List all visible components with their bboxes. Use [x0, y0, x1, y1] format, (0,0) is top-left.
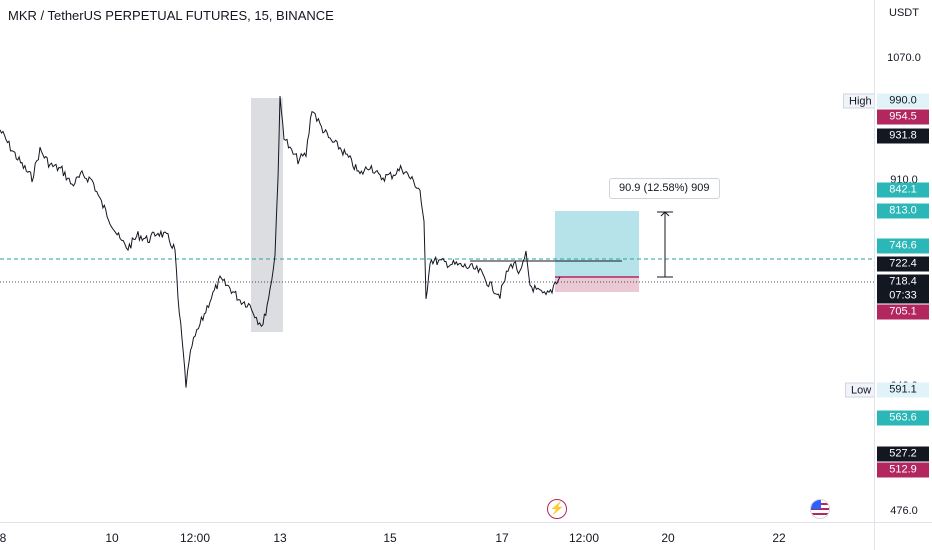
currency-label: USDT: [889, 7, 919, 19]
price-label-705: 705.1: [877, 304, 929, 320]
price-series-line: [0, 95, 561, 388]
chart-title: MKR / TetherUS PERPETUAL FUTURES, 15, BI…: [8, 8, 334, 23]
time-label: 22: [772, 531, 786, 545]
time-label: 10: [105, 531, 119, 545]
scale-corner: [874, 522, 932, 550]
price-label-722: 722.4: [877, 256, 929, 272]
time-label: 13: [273, 531, 287, 545]
price-label-931: 931.8: [877, 128, 929, 144]
countdown-label: 07:33: [877, 288, 929, 304]
time-label: 12:00: [179, 531, 211, 545]
price-label-563: 563.6: [877, 410, 929, 426]
price-label-813: 813.0: [877, 203, 929, 219]
measure-label[interactable]: 90.9 (12.58%) 909: [609, 178, 720, 199]
time-scale[interactable]: 8 10 12:00 13 15 17 12:00 20 22: [0, 522, 874, 550]
long-position-stop-zone[interactable]: [555, 277, 639, 292]
price-label-high: 990.0: [877, 93, 929, 109]
lightning-icon[interactable]: ⚡: [547, 499, 567, 519]
price-tick: 476.0: [890, 505, 918, 517]
price-label-954: 954.5: [877, 109, 929, 125]
price-tick: 1070.0: [887, 52, 921, 64]
highlight-range-box[interactable]: [251, 98, 283, 332]
us-flag-icon[interactable]: [810, 499, 830, 519]
long-position-target-zone[interactable]: [555, 211, 639, 277]
chart-pane[interactable]: MKR / TetherUS PERPETUAL FUTURES, 15, BI…: [0, 0, 878, 522]
price-label-512: 512.9: [877, 462, 929, 478]
time-label: 20: [661, 531, 675, 545]
time-label: 17: [495, 531, 509, 545]
price-label-842: 842.1: [877, 182, 929, 198]
low-tag: Low: [845, 382, 878, 398]
price-label-low: 591.1: [877, 382, 929, 398]
time-label: 15: [383, 531, 397, 545]
price-chart[interactable]: [0, 0, 874, 522]
price-label-746: 746.6: [877, 238, 929, 254]
measure-arrow[interactable]: [657, 211, 673, 278]
high-tag: High: [843, 93, 878, 109]
time-label: 12:00: [568, 531, 600, 545]
price-label-718: 718.4: [877, 274, 929, 290]
price-label-527: 527.2: [877, 446, 929, 462]
time-label: 8: [0, 531, 7, 545]
